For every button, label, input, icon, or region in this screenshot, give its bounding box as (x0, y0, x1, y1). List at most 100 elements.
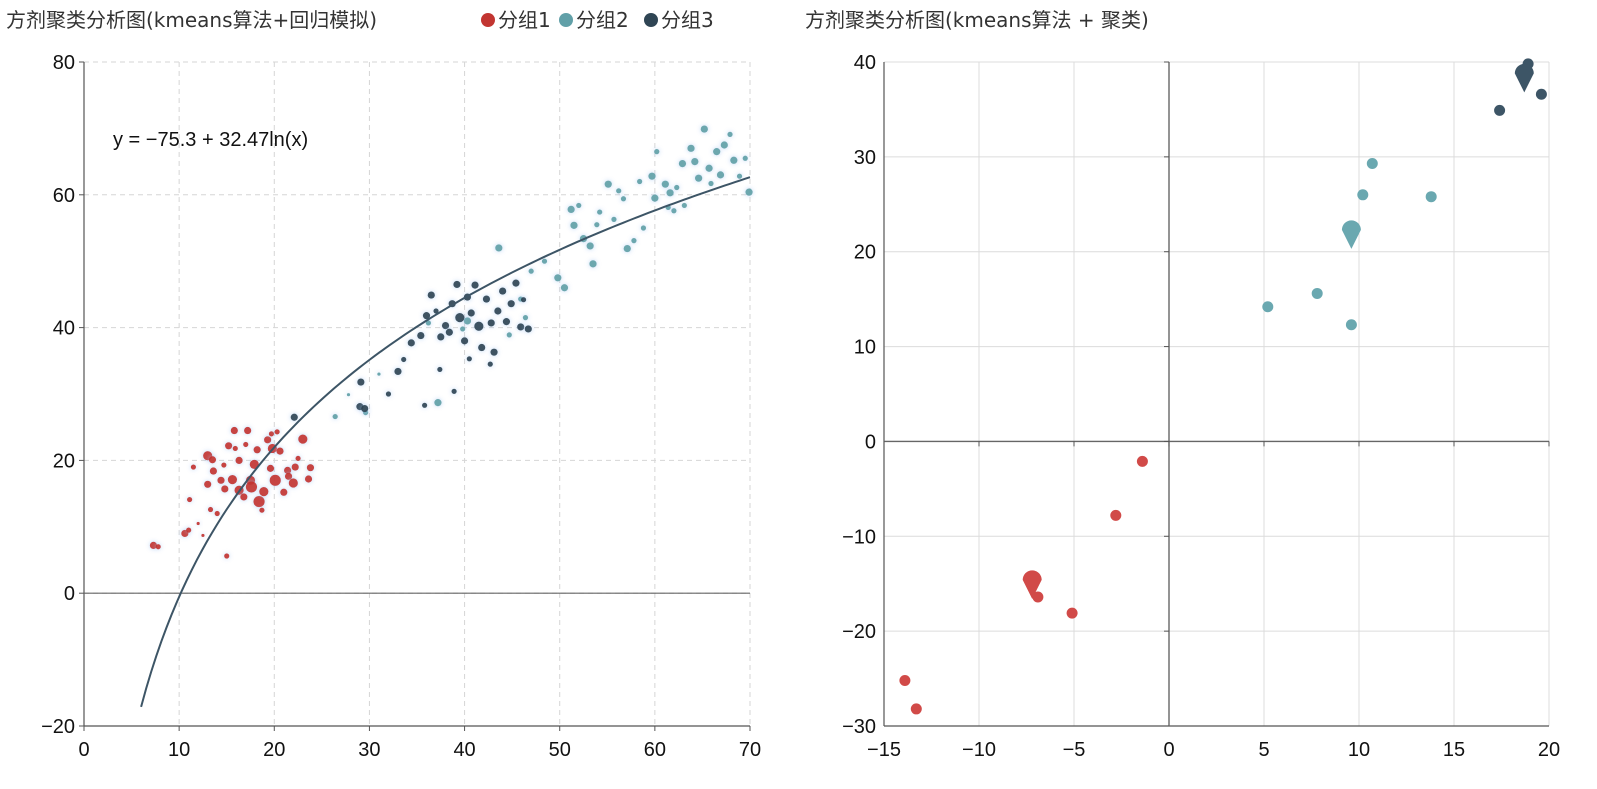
left-point-group2[interactable] (640, 225, 647, 231)
left-point-group2[interactable] (727, 131, 733, 137)
left-point-group2[interactable] (720, 141, 728, 149)
left-point-group1[interactable] (288, 478, 298, 488)
left-point-group1[interactable] (243, 441, 249, 448)
left-point-group3[interactable] (437, 366, 443, 373)
legend-item-group1[interactable]: 分组1 (481, 8, 551, 32)
right-point-group3[interactable] (1494, 104, 1506, 116)
left-point-group1[interactable] (259, 487, 269, 497)
left-point-group1[interactable] (187, 496, 193, 503)
left-point-group1[interactable] (149, 541, 158, 549)
left-point-group3[interactable] (422, 402, 428, 408)
left-point-group1[interactable] (276, 447, 284, 455)
left-point-group3[interactable] (357, 378, 365, 386)
left-point-group1[interactable] (155, 544, 161, 550)
left-point-group3[interactable] (474, 321, 484, 331)
centroid-pin-group2[interactable] (1341, 220, 1361, 249)
left-point-group2[interactable] (560, 284, 569, 292)
left-point-group3[interactable] (455, 313, 465, 323)
left-point-group2[interactable] (745, 188, 753, 196)
left-point-group1[interactable] (245, 481, 258, 493)
left-point-group1[interactable] (225, 442, 233, 450)
left-point-group2[interactable] (705, 164, 713, 172)
left-point-group2[interactable] (681, 202, 687, 209)
left-point-group2[interactable] (528, 268, 534, 274)
left-point-group3[interactable] (487, 319, 495, 327)
left-point-group3[interactable] (494, 307, 502, 315)
left-point-group2[interactable] (671, 208, 677, 214)
right-point-group1[interactable] (899, 674, 911, 686)
left-point-group2[interactable] (700, 125, 708, 133)
left-point-group2[interactable] (654, 149, 660, 155)
left-point-group1[interactable] (230, 426, 238, 435)
left-point-group3[interactable] (433, 308, 439, 314)
left-point-group2[interactable] (631, 238, 637, 244)
left-point-group2[interactable] (425, 320, 432, 326)
left-point-group2[interactable] (554, 274, 562, 282)
left-point-group2[interactable] (651, 194, 659, 202)
left-point-group3[interactable] (361, 405, 369, 413)
left-point-group3[interactable] (460, 337, 469, 345)
left-point-group2[interactable] (713, 148, 721, 156)
left-point-group2[interactable] (589, 260, 597, 268)
left-point-group1[interactable] (207, 506, 214, 513)
left-point-group1[interactable] (204, 480, 212, 488)
left-point-group1[interactable] (196, 521, 200, 526)
left-point-group2[interactable] (576, 202, 582, 209)
left-point-group1[interactable] (214, 510, 220, 517)
left-point-group1[interactable] (259, 507, 265, 513)
left-point-group3[interactable] (385, 391, 392, 397)
left-point-group2[interactable] (594, 222, 600, 228)
left-point-group3[interactable] (422, 312, 431, 320)
left-point-group1[interactable] (224, 553, 230, 559)
left-point-group1[interactable] (253, 446, 261, 454)
left-point-group1[interactable] (240, 493, 248, 501)
left-point-group1[interactable] (264, 436, 272, 444)
left-point-group2[interactable] (460, 326, 466, 332)
left-point-group3[interactable] (407, 339, 415, 347)
left-point-group3[interactable] (437, 333, 445, 341)
left-point-group3[interactable] (417, 331, 425, 340)
right-point-group2[interactable] (1425, 191, 1437, 203)
left-point-group1[interactable] (280, 488, 288, 496)
left-point-group2[interactable] (661, 180, 669, 188)
left-point-group1[interactable] (274, 429, 280, 435)
right-point-group1[interactable] (1136, 455, 1148, 467)
left-point-group2[interactable] (620, 196, 627, 202)
left-point-group3[interactable] (394, 367, 402, 376)
right-point-group2[interactable] (1311, 287, 1323, 299)
left-point-group2[interactable] (674, 184, 680, 191)
left-point-group1[interactable] (295, 455, 301, 462)
left-point-group2[interactable] (434, 399, 442, 407)
left-point-group3[interactable] (507, 300, 515, 308)
left-point-group3[interactable] (487, 361, 493, 367)
right-point-group1[interactable] (1066, 607, 1078, 619)
right-point-group2[interactable] (1357, 189, 1369, 201)
left-point-group1[interactable] (186, 527, 192, 533)
left-point-group3[interactable] (517, 323, 525, 331)
left-point-group2[interactable] (716, 171, 725, 179)
left-point-group1[interactable] (284, 466, 292, 474)
left-point-group3[interactable] (451, 388, 457, 394)
left-point-group3[interactable] (441, 322, 450, 330)
left-point-group1[interactable] (221, 485, 229, 493)
left-point-group3[interactable] (482, 295, 491, 303)
left-point-group2[interactable] (666, 189, 674, 197)
right-point-group3[interactable] (1535, 88, 1547, 100)
left-point-group3[interactable] (471, 281, 479, 289)
legend-item-group2[interactable]: 分组2 (559, 8, 629, 32)
left-point-group2[interactable] (623, 244, 631, 253)
left-point-group1[interactable] (209, 467, 217, 475)
left-point-group2[interactable] (332, 413, 338, 420)
left-point-group1[interactable] (217, 476, 225, 484)
left-point-group1[interactable] (221, 462, 227, 468)
left-point-group1[interactable] (249, 459, 259, 469)
left-point-group3[interactable] (453, 280, 461, 289)
left-point-group1[interactable] (269, 474, 281, 486)
left-point-group3[interactable] (499, 287, 507, 295)
left-point-group1[interactable] (244, 426, 252, 435)
left-point-group2[interactable] (522, 315, 529, 321)
centroid-pin-group1[interactable] (1022, 570, 1042, 599)
left-point-group3[interactable] (524, 325, 532, 333)
left-point-group3[interactable] (466, 356, 472, 362)
left-point-group1[interactable] (201, 533, 205, 538)
